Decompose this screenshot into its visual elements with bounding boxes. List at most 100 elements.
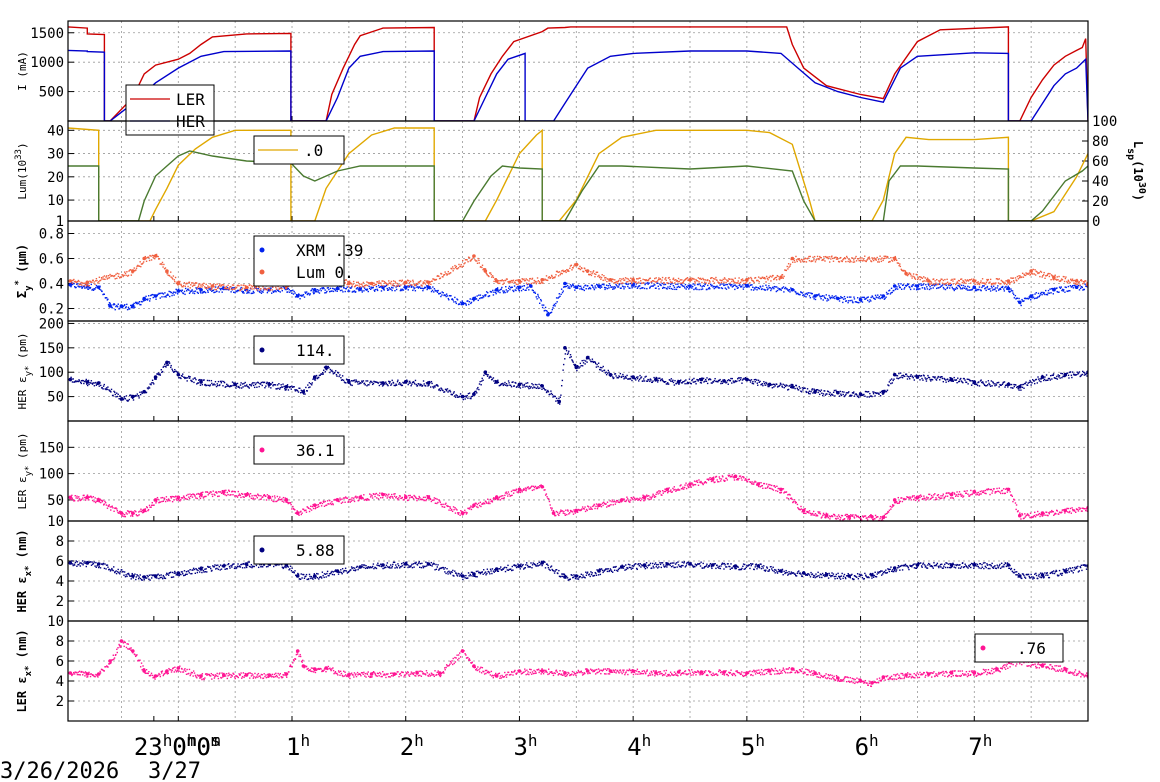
scatter-dot bbox=[788, 385, 790, 387]
scatter-dot bbox=[332, 373, 335, 375]
scatter-dot bbox=[704, 380, 706, 382]
scatter-dot bbox=[727, 280, 729, 282]
scatter-dot bbox=[212, 283, 215, 286]
scatter-dot bbox=[622, 282, 624, 284]
scatter-dot bbox=[953, 289, 955, 292]
scatter-dot bbox=[401, 289, 403, 292]
scatter-dot bbox=[663, 282, 665, 284]
scatter-dot bbox=[1056, 290, 1058, 293]
y2-tick-label: 80 bbox=[1092, 134, 1109, 150]
scatter-dot bbox=[228, 287, 230, 289]
scatter-dot bbox=[373, 282, 375, 284]
scatter-dot bbox=[1064, 277, 1067, 280]
scatter-dot bbox=[277, 387, 279, 390]
scatter-dot bbox=[150, 383, 152, 386]
scatter-dot bbox=[721, 382, 724, 385]
scatter-dot bbox=[348, 382, 350, 384]
scatter-dot bbox=[1050, 292, 1052, 294]
scatter-dot bbox=[970, 384, 973, 386]
scatter-dot bbox=[451, 268, 453, 270]
scatter-dot bbox=[795, 255, 797, 258]
scatter-dot bbox=[576, 287, 579, 289]
scatter-dot bbox=[384, 285, 386, 287]
scatter-dot bbox=[559, 403, 561, 405]
scatter-dot bbox=[511, 281, 513, 284]
scatter-dot bbox=[1029, 381, 1032, 383]
scatter-dot bbox=[830, 296, 833, 299]
scatter-dot bbox=[404, 283, 406, 286]
scatter-dot bbox=[752, 381, 754, 383]
scatter-dot bbox=[862, 258, 865, 260]
scatter-dot bbox=[845, 300, 847, 302]
scatter-dot bbox=[199, 384, 202, 386]
scatter-dot bbox=[71, 279, 73, 282]
scatter-dot bbox=[672, 284, 675, 287]
scatter-dot bbox=[206, 384, 208, 386]
scatter-dot bbox=[1022, 276, 1025, 278]
scatter-dot bbox=[121, 307, 124, 309]
scatter-dot bbox=[802, 260, 804, 263]
scatter-dot bbox=[230, 286, 232, 288]
scatter-dot bbox=[87, 284, 89, 287]
scatter-dot bbox=[582, 288, 584, 291]
scatter-dot bbox=[406, 379, 408, 381]
scatter-dot bbox=[202, 491, 204, 494]
scatter-dot bbox=[383, 280, 386, 283]
scatter-dot bbox=[572, 284, 575, 286]
scatter-dot bbox=[203, 291, 205, 293]
scatter-dot bbox=[949, 379, 952, 382]
scatter-dot bbox=[561, 379, 564, 382]
scatter-dot bbox=[149, 506, 151, 508]
scatter-dot bbox=[692, 283, 694, 285]
scatter-dot bbox=[167, 500, 169, 502]
scatter-dot bbox=[373, 380, 375, 383]
scatter-dot bbox=[719, 378, 721, 381]
scatter-dot bbox=[1010, 290, 1013, 292]
scatter-dot bbox=[977, 281, 979, 283]
scatter-dot bbox=[618, 284, 620, 286]
scatter-dot bbox=[192, 282, 194, 284]
scatter-dot bbox=[323, 369, 325, 371]
scatter-dot bbox=[703, 285, 705, 288]
scatter-dot bbox=[492, 377, 495, 379]
scatter-dot bbox=[477, 386, 479, 389]
scatter-dot bbox=[95, 286, 97, 289]
scatter-dot bbox=[586, 271, 588, 273]
scatter-dot bbox=[888, 289, 891, 291]
scatter-dot bbox=[714, 278, 716, 280]
scatter-dot bbox=[1034, 269, 1036, 271]
scatter-dot bbox=[126, 308, 129, 311]
scatter-dot bbox=[600, 284, 602, 287]
scatter-dot bbox=[963, 377, 965, 380]
scatter-dot bbox=[262, 381, 264, 383]
scatter-dot bbox=[91, 499, 94, 502]
scatter-dot bbox=[80, 379, 83, 382]
scatter-dot bbox=[1069, 281, 1071, 284]
scatter-dot bbox=[637, 278, 639, 280]
scatter-dot bbox=[993, 282, 995, 284]
scatter-dot bbox=[472, 298, 474, 301]
scatter-dot bbox=[768, 385, 770, 388]
scatter-dot bbox=[268, 289, 270, 291]
scatter-dot bbox=[377, 284, 380, 287]
scatter-dot bbox=[224, 286, 226, 289]
scatter-dot bbox=[941, 375, 943, 378]
scatter-dot bbox=[847, 260, 849, 263]
scatter-dot bbox=[101, 387, 103, 389]
scatter-dot bbox=[363, 290, 365, 292]
scatter-dot bbox=[554, 276, 556, 278]
scatter-dot bbox=[673, 384, 676, 386]
scatter-dot bbox=[295, 293, 298, 296]
scatter-dot bbox=[626, 277, 628, 280]
scatter-dot bbox=[260, 381, 263, 384]
scatter-dot bbox=[255, 286, 258, 288]
scatter-dot bbox=[1051, 287, 1054, 290]
scatter-dot bbox=[1030, 299, 1032, 301]
scatter-dot bbox=[286, 497, 288, 500]
scatter-dot bbox=[191, 289, 193, 291]
scatter-dot bbox=[523, 280, 526, 282]
scatter-dot bbox=[72, 378, 74, 380]
scatter-dot bbox=[851, 299, 853, 302]
scatter-dot bbox=[608, 280, 610, 282]
